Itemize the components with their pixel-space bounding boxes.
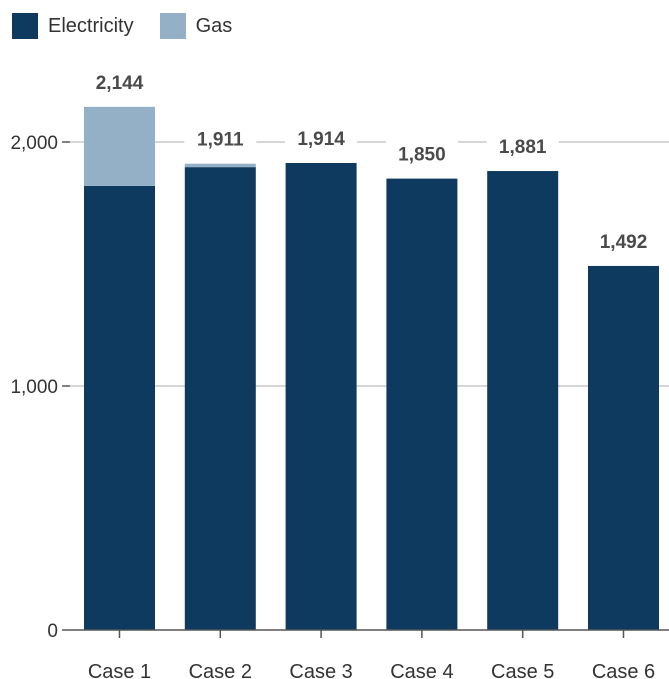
- bar-electricity: [285, 162, 357, 630]
- bar-electricity: [184, 167, 256, 630]
- chart-legend: Electricity Gas: [12, 13, 258, 39]
- bar-electricity: [84, 185, 155, 631]
- data-label-total: 2,144: [96, 73, 144, 94]
- bar-electricity: [386, 178, 458, 630]
- legend-swatch-electricity: [12, 13, 38, 39]
- data-label-background: [83, 68, 156, 96]
- y-tick-label: 1,000: [10, 377, 58, 398]
- bar-electricity: [588, 265, 659, 630]
- data-label-total: 1,492: [600, 232, 648, 253]
- x-tick-label: Case 3: [289, 661, 352, 679]
- legend-item-gas: Gas: [159, 13, 233, 39]
- bar-gas: [184, 163, 256, 168]
- legend-label-electricity: Electricity: [48, 14, 134, 37]
- data-label-total: 1,911: [197, 130, 244, 151]
- data-label-total: 1,914: [297, 129, 345, 150]
- y-tick-label: 0: [47, 621, 58, 642]
- x-tick-label: Case 2: [189, 661, 252, 679]
- data-label-background: [385, 140, 458, 168]
- y-tick-label: 2,000: [10, 133, 58, 154]
- data-label-background: [587, 227, 660, 255]
- legend-swatch-gas: [159, 13, 186, 39]
- x-tick-label: Case 6: [592, 661, 655, 679]
- data-label-total: 1,850: [398, 145, 446, 166]
- x-tick-label: Case 1: [88, 661, 151, 679]
- legend-label-gas: Gas: [195, 14, 233, 37]
- x-tick-label: Case 4: [390, 661, 453, 679]
- data-label-total: 1,881: [499, 137, 547, 158]
- bar-electricity: [487, 171, 559, 630]
- bar-gas: [84, 106, 155, 186]
- x-tick-label: Case 5: [491, 661, 554, 679]
- data-label-background: [486, 133, 559, 161]
- data-label-background: [285, 124, 358, 152]
- legend-item-electricity: Electricity: [12, 13, 134, 39]
- data-label-background: [184, 125, 257, 153]
